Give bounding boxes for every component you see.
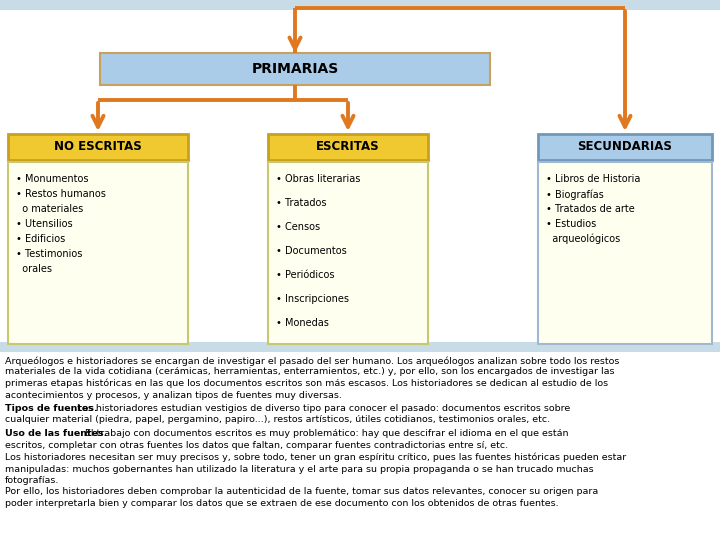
Text: ESCRITAS: ESCRITAS xyxy=(316,140,380,153)
Text: • Tratados: • Tratados xyxy=(276,198,326,208)
Text: Los historiadores necesitan ser muy precisos y, sobre todo, tener un gran espíri: Los historiadores necesitan ser muy prec… xyxy=(5,453,626,462)
Text: poder interpretarla bien y comparar los datos que se extraen de ese documento co: poder interpretarla bien y comparar los … xyxy=(5,499,559,508)
Bar xyxy=(100,53,490,85)
Text: • Utensilios: • Utensilios xyxy=(16,219,73,229)
Text: PRIMARIAS: PRIMARIAS xyxy=(251,62,338,76)
Text: • Tratados de arte: • Tratados de arte xyxy=(546,204,635,214)
Bar xyxy=(8,162,188,344)
Bar xyxy=(0,0,720,10)
Text: cualquier material (piedra, papel, pergamino, papiro...), restos artísticos, úti: cualquier material (piedra, papel, perga… xyxy=(5,415,550,424)
Text: primeras etapas históricas en las que los documentos escritos son más escasos. L: primeras etapas históricas en las que lo… xyxy=(5,379,608,388)
Text: Los historiadores estudian vestigios de diverso tipo para conocer el pasado: doc: Los historiadores estudian vestigios de … xyxy=(74,404,570,413)
Bar xyxy=(538,134,712,160)
Text: materiales de la vida cotidiana (cerámicas, herramientas, enterramientos, etc.) : materiales de la vida cotidiana (cerámic… xyxy=(5,368,614,376)
Text: • Monedas: • Monedas xyxy=(276,318,329,328)
Text: Arqueólogos e historiadores se encargan de investigar el pasado del ser humano. : Arqueólogos e historiadores se encargan … xyxy=(5,356,619,366)
Text: NO ESCRITAS: NO ESCRITAS xyxy=(54,140,142,153)
Bar xyxy=(0,342,720,352)
Text: • Testimonios: • Testimonios xyxy=(16,249,82,259)
Text: SECUNDARIAS: SECUNDARIAS xyxy=(577,140,672,153)
Text: orales: orales xyxy=(16,264,52,274)
Text: • Censos: • Censos xyxy=(276,222,320,232)
Text: • Libros de Historia: • Libros de Historia xyxy=(546,174,640,184)
Text: Uso de las fuentes.: Uso de las fuentes. xyxy=(5,429,107,438)
Bar xyxy=(268,162,428,344)
Text: manipuladas: muchos gobernantes han utilizado la literatura y el arte para su pr: manipuladas: muchos gobernantes han util… xyxy=(5,464,593,474)
Text: • Edificios: • Edificios xyxy=(16,234,66,244)
Text: • Documentos: • Documentos xyxy=(276,246,347,256)
Text: acontecimientos y procesos, y analizan tipos de fuentes muy diversas.: acontecimientos y procesos, y analizan t… xyxy=(5,390,342,400)
Text: • Biografías: • Biografías xyxy=(546,189,604,199)
Bar xyxy=(8,134,188,160)
Text: • Obras literarias: • Obras literarias xyxy=(276,174,361,184)
Text: escritos, completar con otras fuentes los datos que faltan, comparar fuentes con: escritos, completar con otras fuentes lo… xyxy=(5,441,508,449)
Bar xyxy=(538,162,712,344)
Text: o materiales: o materiales xyxy=(16,204,84,214)
Text: • Restos humanos: • Restos humanos xyxy=(16,189,106,199)
Bar xyxy=(268,134,428,160)
Text: fotografías.: fotografías. xyxy=(5,476,59,485)
Text: • Inscripciones: • Inscripciones xyxy=(276,294,349,304)
Text: Por ello, los historiadores deben comprobar la autenticidad de la fuente, tomar : Por ello, los historiadores deben compro… xyxy=(5,488,598,496)
Text: Tipos de fuentes.: Tipos de fuentes. xyxy=(5,404,98,413)
Text: arqueológicos: arqueológicos xyxy=(546,234,620,245)
Text: El trabajo con documentos escritos es muy problemático: hay que descifrar el idi: El trabajo con documentos escritos es mu… xyxy=(82,429,569,438)
Text: • Periódicos: • Periódicos xyxy=(276,270,335,280)
Text: • Estudios: • Estudios xyxy=(546,219,596,229)
Text: • Monumentos: • Monumentos xyxy=(16,174,89,184)
